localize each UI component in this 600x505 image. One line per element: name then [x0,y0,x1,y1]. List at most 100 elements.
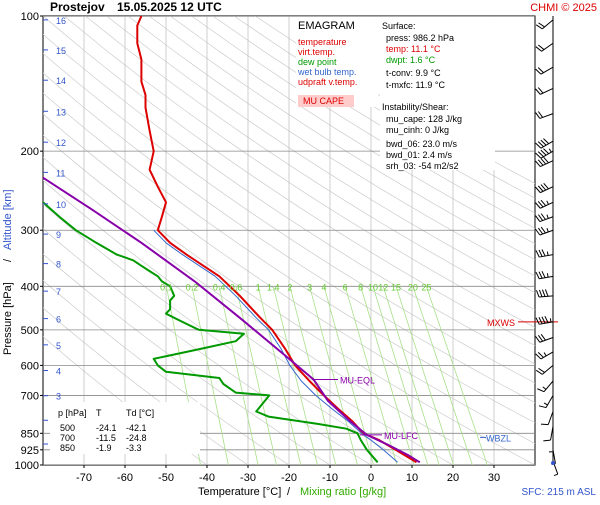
wind-barb [536,200,553,208]
shear-line: bwd_06: 23.0 m/s [386,139,458,149]
instability-line: mu_cinh: 0 J/kg [386,125,449,135]
wind-barb-flag [536,251,539,258]
wind-barb-half [549,149,551,152]
pressure-tick-label: 925 [21,445,39,457]
pressure-tick-label: 500 [21,325,39,337]
mixing-ratio-label: 0.1 [160,282,173,292]
wbzl-label: WBZL [486,433,511,443]
wind-barb-staff [541,67,553,74]
pressure-tick-label: 100 [21,11,39,23]
temp-tick-label: -70 [76,472,92,484]
wind-barb-staff [548,411,553,424]
levels-table-cell: -3.3 [126,443,142,453]
mixing-ratio-label: 8 [358,282,363,292]
altitude-tick-label: 8 [56,260,61,270]
legend-title: EMAGRAM [298,20,355,32]
wind-barb-flag [545,289,548,296]
temp-tick-label: -10 [322,472,338,484]
temp-tick-label: -40 [199,472,215,484]
wind-barb-flag [543,440,550,441]
wind-barb [536,139,553,149]
wind-barb [536,88,553,95]
wind-barb-staff [546,395,553,407]
altitude-tick-label: 14 [56,76,66,86]
mixing-ratio-label: 12 [378,282,388,292]
surface-wind-dot [551,461,555,465]
shear-line: bwd_01: 2.4 m/s [386,150,453,160]
mu-cape-tag: MU CAPE [303,96,344,106]
wind-barb-staff [539,296,553,297]
wind-barb-half [544,352,546,355]
wind-barb-flag [536,25,542,29]
x-axis-title-mix: Mixing ratio [g/kg] [300,486,386,498]
levels-table-cell: 500 [60,423,75,433]
wind-barbs [536,20,558,476]
wind-barb-flag [539,317,542,324]
y-axis-title-pressure: Pressure [hPa] [2,282,14,355]
altitude-tick-label: 15 [56,46,66,56]
copyright-label: CHMI © 2025 [530,2,597,14]
levels-table-header: Td [°C] [126,408,154,418]
wind-barb [537,381,553,392]
legend-item: wet bulb temp. [297,67,357,77]
sounding-datetime: 15.05.2025 12 UTC [117,0,222,14]
surface-line: press: 986.2 hPa [386,33,454,43]
wind-barb-half [547,273,548,277]
levels-table-cell: 850 [60,443,75,453]
levels-table-header: p [hPa] [58,408,87,418]
levels-table-header: T [96,408,102,418]
shear-line: srh_03: -54 m2/s2 [386,161,459,171]
wind-barb [536,316,553,324]
pressure-tick-label: 700 [21,390,39,402]
wind-barb-staff [542,43,553,51]
legend-item: virt.temp. [298,47,335,57]
altitude-tick-label: 7 [56,287,61,297]
surface-line: temp: 11.1 °C [386,44,441,54]
wind-barb-flag [539,290,542,297]
mixing-ratio-label: 0.6 [230,282,243,292]
surface-elevation-note: SFC: 215 m ASL [522,487,597,498]
pressure-tick-label: 600 [21,360,39,372]
mu-eql-label: MU-EQL [340,375,375,385]
altitude-tick-label: 10 [56,200,66,210]
wind-barb [536,214,553,222]
wind-barb-flag [541,424,548,425]
wind-barb [539,395,553,407]
y-axis-title-altitude: Altitude [km] [2,189,14,250]
wind-barb [536,271,553,279]
wind-barb-staff [544,381,553,392]
wind-barb-half [544,403,547,405]
station-title: Prostejov [50,0,105,14]
instability-title: Instability/Shear: [382,102,449,112]
wind-barb-flag [537,389,544,392]
dry-adiabat [0,16,330,465]
mixing-ratio-label: 2 [287,282,292,292]
surface-line: dwpt: 1.6 °C [386,55,436,65]
mixing-ratio-label: 10 [368,282,378,292]
mixing-ratio-label: 3 [307,282,312,292]
mixing-ratio-label: 4 [322,282,327,292]
y-axis-title-sep: / [2,258,14,262]
mixing-ratio-label: 0.2 [186,282,199,292]
wind-barb [536,20,553,29]
wind-barb [536,183,553,192]
wind-barb-half [547,228,548,232]
mixing-ratio-label: 25 [421,282,431,292]
wind-barb [536,227,553,235]
pressure-tick-label: 200 [21,146,39,158]
levels-table-cell: 700 [60,433,75,443]
wind-barb [536,149,553,159]
altitude-tick-label: 13 [56,107,66,117]
wind-barb [536,112,553,119]
wind-barb-flag [536,272,539,279]
wind-barb [536,67,553,74]
temp-tick-label: 20 [447,472,459,484]
wind-barb-half [547,252,548,256]
temp-tick-label: -30 [240,472,256,484]
wind-barb-flag [539,368,545,372]
pressure-tick-label: 300 [21,225,39,237]
wind-barb-half [543,387,546,390]
